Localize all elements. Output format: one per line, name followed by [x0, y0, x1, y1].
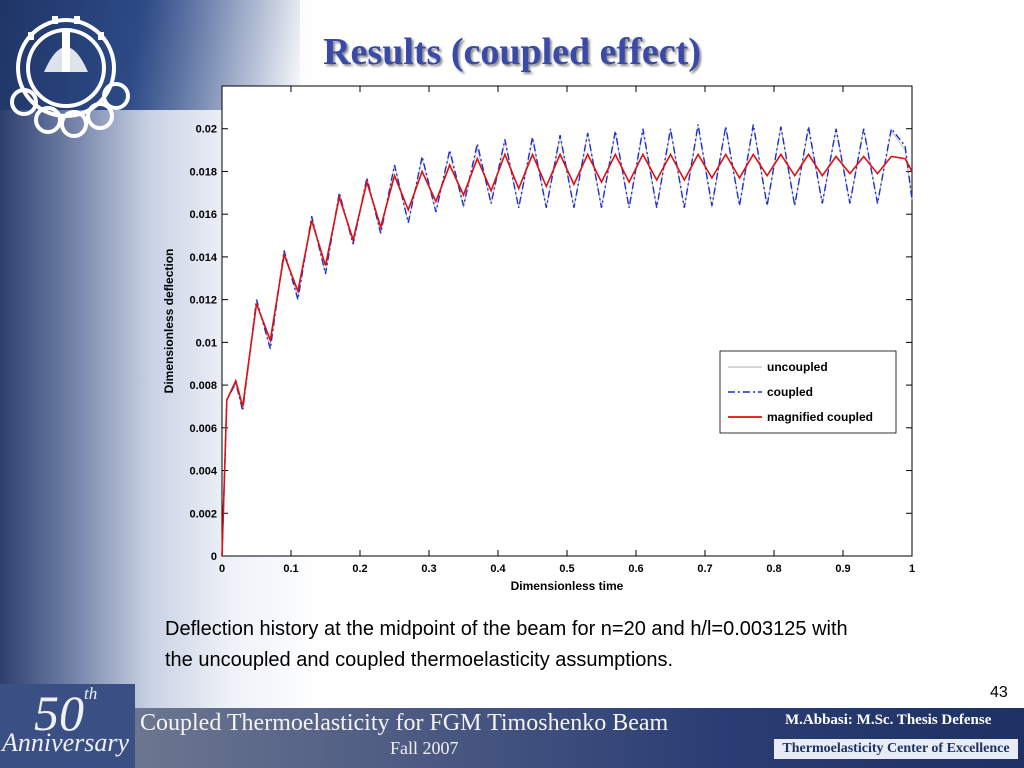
- figure-caption: Deflection history at the midpoint of th…: [165, 618, 848, 671]
- y-tick-label: 0.008: [189, 380, 217, 392]
- y-tick-label: 0.012: [189, 295, 217, 307]
- x-tick-label: 0.2: [352, 563, 367, 575]
- anniversary-panel: [0, 684, 135, 768]
- legend-label: magnified coupled: [767, 410, 873, 424]
- y-tick-label: 0.02: [196, 124, 217, 136]
- y-axis-label: Dimensionless deflection: [162, 249, 176, 394]
- series-line-coupled: [221, 124, 913, 557]
- plot-frame: [221, 85, 913, 557]
- anniversary-number: 50: [34, 685, 84, 741]
- x-tick-label: 0.4: [490, 563, 506, 575]
- footer-term: Fall 2007: [390, 738, 459, 758]
- y-tick-label: 0.006: [189, 423, 217, 435]
- legend-label: uncoupled: [767, 360, 828, 374]
- university-logo-icon: [10, 16, 130, 138]
- x-tick-label: 0.5: [559, 563, 574, 575]
- y-tick-label: 0.01: [196, 337, 217, 349]
- footer-title: Coupled Thermoelasticity for FGM Timoshe…: [140, 710, 669, 736]
- x-tick-label: 0.7: [697, 563, 712, 575]
- legend-label: coupled: [767, 385, 813, 399]
- y-tick-label: 0.002: [189, 508, 217, 520]
- x-tick-label: 0.8: [766, 563, 781, 575]
- x-axis-label: Dimensionless time: [511, 579, 624, 593]
- chart-area: 0 0.1 0.2 0.3 0.4 0.5 0.6 0.7 0.8 0.9 1 0 0.002 0.004…: [150, 78, 930, 598]
- chart-legend: uncoupled coupled magnified coupled: [719, 350, 897, 434]
- x-tick-label: 0.9: [835, 563, 850, 575]
- y-tick-label: 0.018: [189, 166, 217, 178]
- y-tick-label: 0: [211, 551, 217, 563]
- x-tick-label: 0: [219, 563, 225, 575]
- slide-title: Results (coupled effect): [323, 31, 701, 73]
- series-line-magnified-coupled: [221, 152, 913, 557]
- y-tick-label: 0.016: [189, 209, 217, 221]
- x-tick-label: 1: [909, 563, 915, 575]
- x-tick-label: 0.1: [283, 563, 298, 575]
- footer-author: M.Abbasi: M.Sc. Thesis Defense: [785, 712, 992, 728]
- y-tick-label: 0.014: [189, 252, 217, 264]
- footer-center-badge: Thermoelasticity Center of Excellence: [774, 739, 1018, 759]
- x-tick-label: 0.3: [421, 563, 436, 575]
- anniversary-word: Anniversary: [2, 728, 130, 757]
- x-tick-label: 0.6: [628, 563, 643, 575]
- page-number: 43: [990, 684, 1008, 701]
- deflection-chart: 0 0.1 0.2 0.3 0.4 0.5 0.6 0.7 0.8 0.9 1 0 0.002 0.004…: [162, 85, 915, 593]
- y-tick-label: 0.004: [189, 466, 217, 478]
- anniversary-suffix: th: [84, 684, 98, 703]
